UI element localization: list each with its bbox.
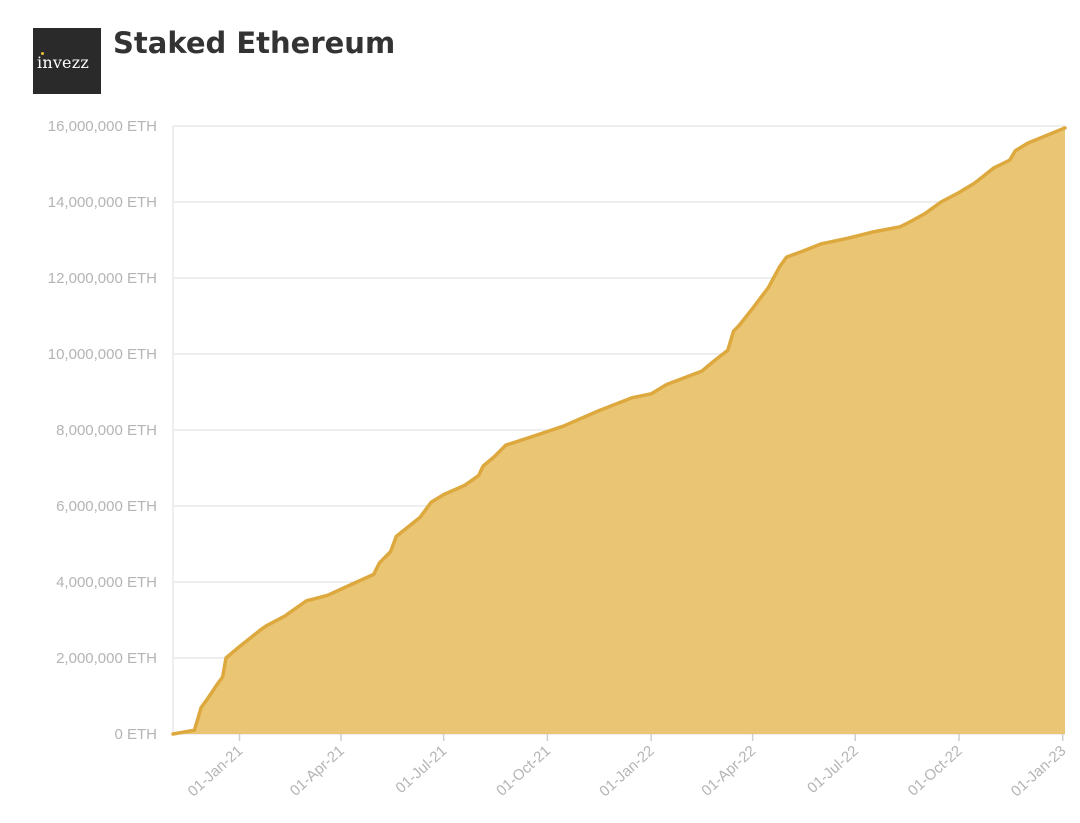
logo-text: invezz: [37, 53, 89, 72]
y-tick-label: 8,000,000 ETH: [56, 422, 157, 439]
chart-title: Staked Ethereum: [113, 26, 396, 60]
logo-dot: [41, 52, 44, 55]
x-tick-label: 01-Apr-21: [287, 742, 348, 799]
x-tick-label: 01-Jan-22: [596, 742, 658, 800]
y-tick-label: 2,000,000 ETH: [56, 650, 157, 667]
y-axis: 0 ETH 2,000,000 ETH 4,000,000 ETH 6,000,000…: [48, 118, 157, 743]
x-tick-label: 01-Jan-23: [1008, 742, 1070, 800]
y-tick-label: 16,000,000 ETH: [48, 118, 157, 135]
area-fill: [173, 127, 1065, 734]
x-tick-label: 01-Apr-22: [698, 742, 759, 799]
y-tick-label: 12,000,000 ETH: [48, 270, 157, 287]
x-tick-label: 01-Jan-21: [185, 742, 247, 800]
y-tick-label: 10,000,000 ETH: [48, 346, 157, 363]
y-tick-label: 14,000,000 ETH: [48, 194, 157, 211]
chart-header: invezz Staked Ethereum: [33, 26, 1080, 94]
y-tick-label: 6,000,000 ETH: [56, 498, 157, 515]
x-tick-label: 01-Oct-21: [493, 742, 554, 799]
y-tick-label: 4,000,000 ETH: [56, 574, 157, 591]
x-axis: 01-Jan-21 01-Apr-21 01-Jul-21 01-Oct-21 01-J…: [185, 734, 1070, 800]
y-tick-label: 0 ETH: [114, 726, 157, 743]
x-tick-label: 01-Oct-22: [905, 742, 966, 799]
invezz-logo: invezz: [33, 28, 101, 94]
x-tick-label: 01-Jul-21: [392, 742, 450, 796]
series-line: [171, 126, 1067, 736]
plot-area: [171, 126, 1067, 736]
x-tick-label: 01-Jul-22: [804, 742, 862, 796]
